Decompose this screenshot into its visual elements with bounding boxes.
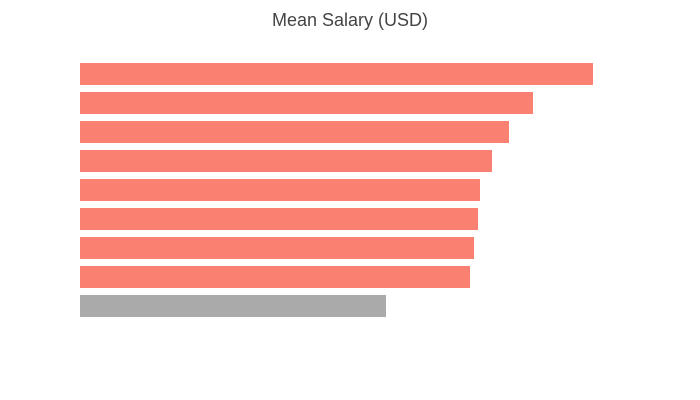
bar xyxy=(80,295,386,317)
bar xyxy=(80,208,478,230)
bar xyxy=(80,121,509,143)
chart-title: Mean Salary (USD) xyxy=(272,10,428,30)
bar xyxy=(80,63,593,85)
bar xyxy=(80,237,474,259)
bar xyxy=(80,179,480,201)
bar xyxy=(80,150,492,172)
bar xyxy=(80,266,470,288)
bar xyxy=(80,92,533,114)
